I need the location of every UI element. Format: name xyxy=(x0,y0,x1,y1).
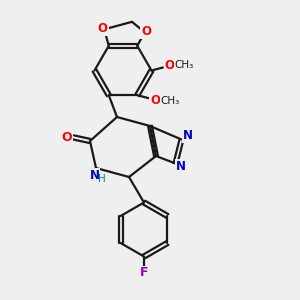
Text: H: H xyxy=(98,174,105,184)
Text: N: N xyxy=(176,160,186,173)
Text: O: O xyxy=(164,58,175,72)
Text: O: O xyxy=(98,22,108,35)
Text: N: N xyxy=(182,129,193,142)
Text: F: F xyxy=(140,266,148,280)
Text: CH₃: CH₃ xyxy=(175,60,194,70)
Text: O: O xyxy=(141,25,151,38)
Text: O: O xyxy=(61,131,72,144)
Text: N: N xyxy=(89,169,100,182)
Text: CH₃: CH₃ xyxy=(160,96,180,106)
Text: O: O xyxy=(150,94,160,107)
